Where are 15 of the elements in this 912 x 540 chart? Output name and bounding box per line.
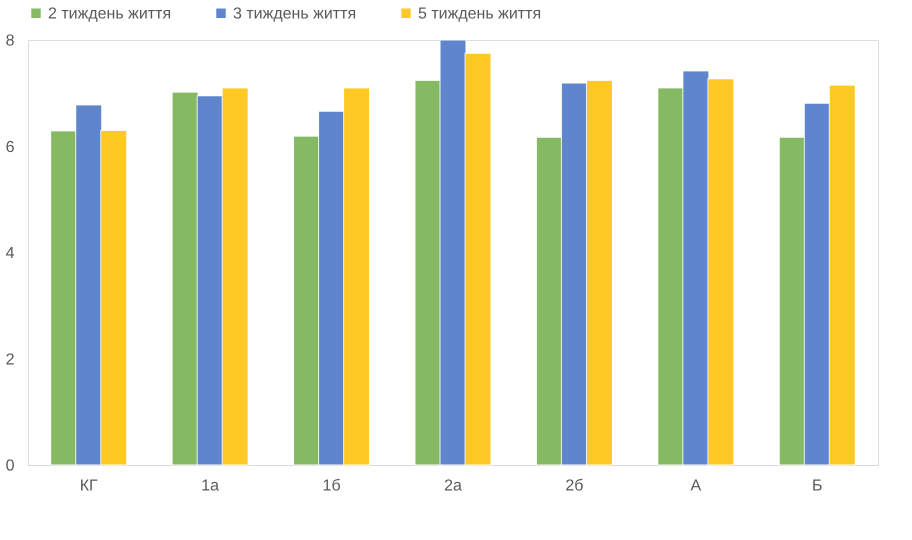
x-tick-label: КГ [80,478,98,494]
x-tick-label: 2а [444,478,462,494]
y-tick-label: 4 [6,245,15,262]
x-tick-label: 1а [201,478,220,494]
y-tick-label: 0 [6,458,15,474]
y-tick-label: 8 [6,32,15,50]
legend-label: 2 тиждень життя [48,5,172,22]
x-tick-label: А [690,478,702,494]
x-tick-label: 2б [565,478,584,494]
y-tick-label: 2 [6,351,15,368]
x-tick-label: 1б [322,478,341,494]
legend-label: 3 тиждень життя [233,5,356,22]
legend-label: 5 тиждень життя [418,5,542,22]
x-tick-label: Б [812,478,823,494]
y-tick-label: 6 [6,138,15,156]
